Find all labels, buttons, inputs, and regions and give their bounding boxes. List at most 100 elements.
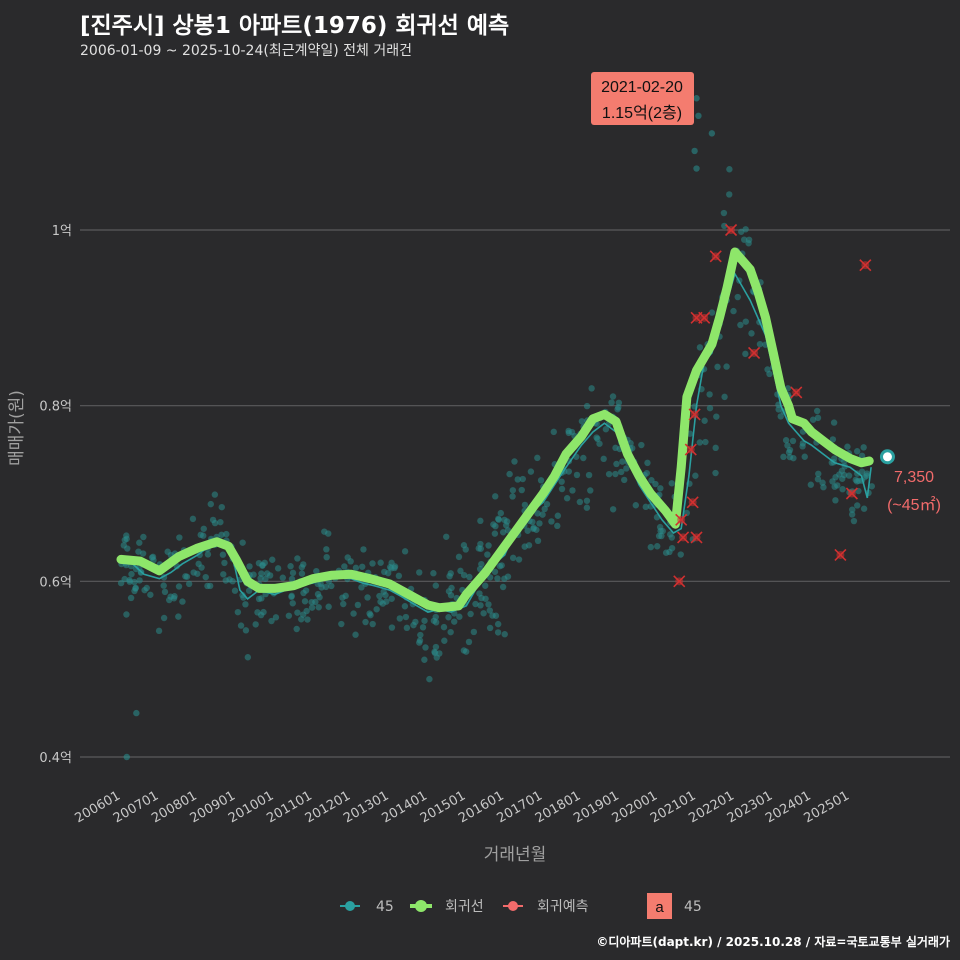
trade-point — [737, 321, 744, 329]
trade-point — [550, 428, 557, 436]
trade-point — [713, 413, 720, 420]
trade-point — [455, 553, 463, 561]
trade-point — [395, 572, 403, 580]
trade-point — [541, 505, 548, 513]
trade-point — [175, 583, 183, 590]
trade-point — [848, 511, 856, 518]
trade-point — [492, 612, 500, 619]
trade-point — [135, 548, 142, 555]
prediction-point — [859, 259, 872, 272]
trade-point — [815, 470, 822, 478]
trade-point — [868, 483, 876, 490]
trade-point — [221, 559, 228, 567]
trade-point — [298, 570, 306, 577]
trade-point — [304, 616, 311, 623]
trade-point — [738, 228, 745, 235]
trade-point — [239, 539, 246, 546]
trade-point — [426, 675, 433, 683]
trade-point — [642, 503, 649, 511]
trade-point — [364, 594, 371, 601]
trade-point — [246, 563, 253, 570]
trade-point — [801, 453, 808, 460]
trade-point — [726, 191, 733, 198]
trade-point — [554, 522, 561, 530]
trade-point — [244, 654, 252, 661]
trade-point — [777, 413, 784, 420]
trade-point — [257, 575, 264, 582]
trade-point — [492, 493, 499, 500]
trade-point — [226, 576, 233, 583]
prediction-point — [845, 487, 858, 500]
trade-point — [136, 539, 143, 546]
trade-point — [160, 582, 167, 589]
trade-point — [502, 522, 510, 529]
trade-point — [693, 95, 700, 102]
trade-point — [726, 166, 733, 173]
trade-point — [445, 588, 453, 595]
trade-point — [596, 440, 603, 447]
trade-point — [839, 485, 846, 493]
trade-point — [702, 438, 709, 446]
trade-point — [263, 570, 271, 577]
trade-point — [693, 165, 700, 172]
trade-point — [447, 570, 454, 577]
trade-point — [380, 588, 387, 595]
trade-point — [484, 551, 491, 558]
trade-point — [252, 621, 259, 628]
end-point-marker — [879, 449, 895, 465]
trade-point — [602, 426, 610, 433]
trade-point — [167, 593, 174, 600]
trade-point — [786, 446, 794, 454]
trade-point — [583, 402, 591, 410]
trade-point — [496, 562, 504, 570]
trade-point — [460, 542, 468, 549]
trade-point — [583, 504, 591, 511]
trade-point — [369, 560, 376, 567]
trade-point — [478, 594, 485, 602]
trade-point — [643, 469, 651, 477]
y-tick-label: 0.4억 — [39, 751, 72, 766]
trade-point — [658, 532, 665, 540]
trade-point — [486, 624, 494, 632]
trade-point — [495, 515, 502, 523]
legend-area-badge — [647, 893, 672, 919]
trade-point — [189, 515, 197, 523]
trade-point — [706, 391, 713, 398]
trade-point — [775, 406, 782, 413]
trade-point — [780, 453, 787, 461]
trade-point — [814, 414, 822, 422]
trade-point — [231, 587, 239, 594]
page-subtitle: 2006-01-09 ~ 2025-10-24(최근계약일) 전체 거래건 — [80, 43, 412, 59]
trade-point — [499, 529, 507, 536]
trade-point — [269, 556, 276, 563]
trade-point — [515, 556, 523, 563]
trade-point — [497, 509, 505, 517]
prediction-point — [690, 531, 703, 544]
trade-point — [853, 478, 861, 485]
trade-point — [849, 506, 856, 513]
trade-point — [619, 458, 626, 465]
trade-point — [477, 545, 484, 552]
trade-point — [696, 439, 703, 446]
trade-point — [237, 622, 245, 629]
trade-point — [623, 465, 630, 472]
trade-point — [274, 565, 282, 572]
trade-point — [360, 546, 367, 553]
annotation-box — [591, 72, 694, 125]
trade-point — [565, 427, 572, 435]
trade-point — [764, 366, 771, 373]
trade-point — [194, 570, 201, 577]
trade-point — [179, 598, 186, 605]
trade-point — [383, 598, 390, 605]
trade-point — [373, 606, 380, 613]
trade-point — [219, 551, 227, 558]
trade-point — [460, 647, 468, 654]
trade-point — [350, 610, 357, 617]
trade-point — [391, 564, 398, 572]
trade-point — [239, 591, 246, 599]
trade-point — [608, 399, 615, 406]
x-axis-title: 거래년월 — [484, 845, 547, 865]
trade-point — [255, 559, 263, 567]
trade-point — [485, 601, 492, 608]
trade-point — [445, 614, 452, 621]
